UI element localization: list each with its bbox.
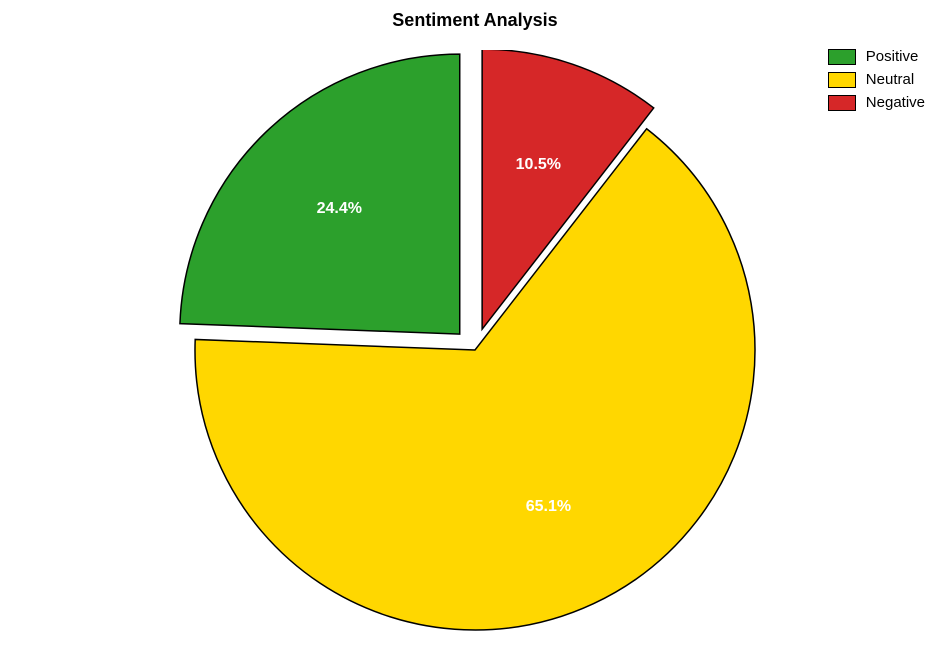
legend-swatch <box>828 72 856 88</box>
slice-label-negative: 10.5% <box>516 156 561 174</box>
chart-title: Sentiment Analysis <box>392 10 557 31</box>
legend-label: Positive <box>866 48 919 65</box>
pie-svg <box>175 50 775 650</box>
legend-item-neutral: Neutral <box>828 71 925 88</box>
legend-item-negative: Negative <box>828 94 925 111</box>
slice-label-neutral: 65.1% <box>526 498 571 516</box>
legend-label: Negative <box>866 94 925 111</box>
pie-slice-positive <box>180 54 460 334</box>
legend-swatch <box>828 49 856 65</box>
slice-label-positive: 24.4% <box>317 200 362 218</box>
legend: Positive Neutral Negative <box>828 48 925 117</box>
pie-chart-container: Sentiment Analysis Positive Neutral Negati… <box>0 0 950 662</box>
legend-swatch <box>828 95 856 111</box>
legend-item-positive: Positive <box>828 48 925 65</box>
legend-label: Neutral <box>866 71 914 88</box>
